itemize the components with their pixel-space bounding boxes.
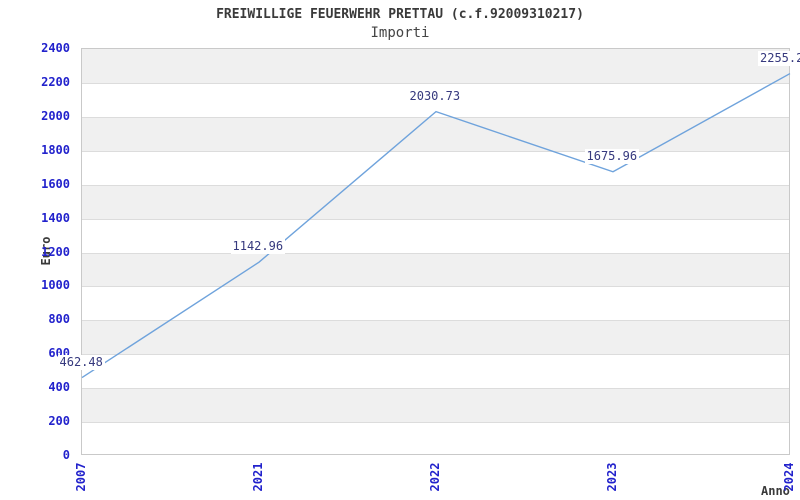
gridline [82, 320, 789, 322]
gridline [82, 354, 789, 356]
y-tick-label: 200 [48, 414, 70, 429]
x-tick-label: 2007 [74, 462, 88, 492]
chart-title: FREIWILLIGE FEUERWEHR PRETTAU (c.f.92009… [216, 7, 584, 22]
gridline [82, 184, 789, 186]
gridline [82, 150, 789, 152]
y-tick-label: 2200 [41, 74, 70, 89]
x-tick-label: 2021 [251, 462, 265, 492]
x-tick-label: 2023 [605, 462, 619, 492]
x-axis-title: Anno [761, 484, 790, 498]
x-tick-label: 2022 [428, 462, 442, 492]
chart-subtitle: Importi [370, 25, 430, 41]
grid-band [82, 320, 789, 355]
grid-band [82, 388, 789, 423]
data-point-label: 1142.96 [230, 239, 286, 255]
y-tick-label: 1400 [41, 210, 70, 225]
grid-band [82, 184, 789, 219]
gridline [82, 286, 789, 288]
y-tick-label: 2400 [41, 41, 70, 55]
y-tick-label: 1600 [41, 176, 70, 191]
y-tick-label: 800 [48, 312, 70, 327]
data-point-label: 462.48 [57, 354, 105, 370]
gridline [82, 82, 789, 84]
data-point-label: 1675.96 [584, 148, 640, 164]
gridline [82, 252, 789, 254]
y-tick-label: 400 [48, 380, 70, 395]
grid-band [82, 116, 789, 151]
line-series-svg [81, 72, 791, 379]
gridline [82, 116, 789, 118]
gridline [82, 422, 789, 424]
y-tick-label: 1200 [41, 244, 70, 259]
y-tick-label: 1800 [41, 142, 70, 157]
plot-area [81, 48, 791, 455]
data-point-label: 2255.2 [758, 50, 800, 66]
gridline [82, 218, 789, 220]
y-tick-label: 1000 [41, 278, 70, 293]
data-series-line [81, 72, 791, 379]
grid-band [82, 252, 789, 287]
x-tick-label: 2024 [782, 462, 796, 492]
gridline [82, 388, 789, 390]
data-point-label: 2030.73 [407, 88, 463, 104]
y-tick-label: 2000 [41, 108, 70, 123]
grid-band [82, 49, 789, 83]
y-tick-label: 0 [62, 448, 70, 462]
